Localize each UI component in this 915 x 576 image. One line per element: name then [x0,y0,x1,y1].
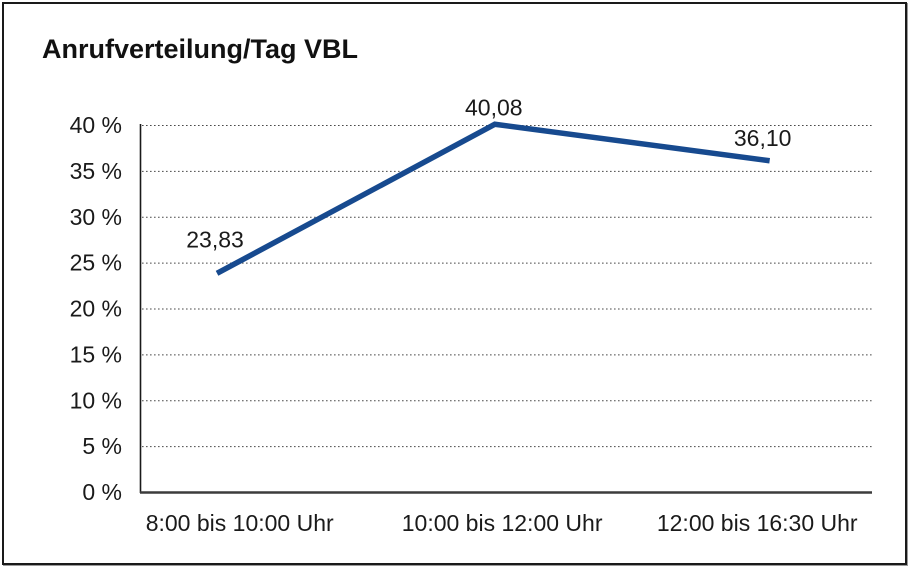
data-point-label: 23,83 [186,226,244,252]
x-category-label: 8:00 bis 10:00 Uhr [146,510,334,536]
x-category-label: 10:00 bis 12:00 Uhr [402,510,603,536]
y-tick-label: 15 % [70,341,122,367]
y-tick-label: 30 % [70,204,122,230]
y-tick-label: 20 % [70,296,122,322]
chart-frame: Anrufverteilung/Tag VBL [2,2,907,565]
x-category-label: 12:00 bis 16:30 Uhr [657,510,858,536]
y-tick-label: 40 % [70,112,122,138]
data-point-label: 36,10 [734,125,792,151]
data-point-label: 40,08 [465,94,523,120]
y-tick-label: 0 % [82,479,122,505]
y-tick-label: 5 % [82,433,122,459]
y-tick-label: 35 % [70,158,122,184]
y-tick-label: 10 % [70,387,122,413]
chart-title: Anrufverteilung/Tag VBL [42,34,359,64]
y-tick-label: 25 % [70,250,122,276]
data-line [215,121,771,276]
